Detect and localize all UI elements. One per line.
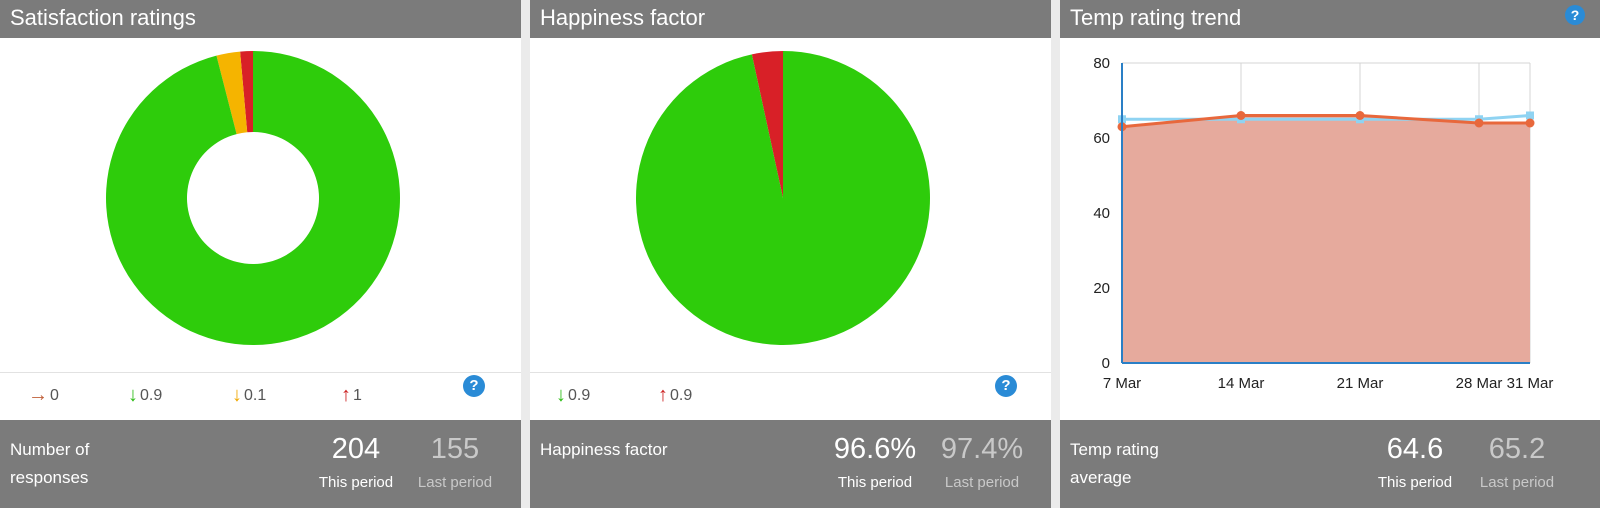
x-tick-label: 14 Mar [1218, 375, 1265, 392]
legend-item-red: ↑ 1 [341, 385, 362, 406]
up-arrow-icon: ↑ [341, 384, 351, 406]
up-arrow-icon: ↑ [658, 384, 668, 406]
happiness-chart-area [530, 38, 1051, 372]
series-point-circle [1236, 111, 1246, 120]
last-period-label: Last period [417, 474, 493, 491]
responses-label: Number of responses [10, 440, 90, 487]
happiness-footer-label: Happiness factor [540, 440, 668, 459]
legend-value: 1 [353, 387, 362, 404]
y-tick-label: 80 [1093, 55, 1110, 72]
legend-value: 0.9 [568, 387, 591, 404]
down-arrow-icon: ↓ [128, 384, 138, 406]
legend-value: 0.9 [140, 387, 163, 404]
x-tick-label: 21 Mar [1337, 375, 1384, 392]
help-icon[interactable]: ? [995, 375, 1017, 397]
legend-value: 0 [50, 387, 59, 404]
happiness-current-value: 96.6% [833, 433, 917, 465]
temp-current-value: 64.6 [1386, 433, 1444, 465]
pie-slice-amber [216, 51, 248, 135]
last-period-label: Last period [944, 474, 1020, 491]
x-tick-label: 7 Mar [1103, 375, 1141, 392]
satisfaction-header: Satisfaction ratings [0, 0, 521, 38]
help-icon[interactable]: ? [1565, 5, 1585, 25]
temp-footer-label: Temp rating average [1070, 440, 1159, 487]
responses-previous-value: 155 [430, 433, 480, 465]
legend-item-amber: ↓ 0.1 [232, 385, 266, 406]
pie-slice-red [751, 51, 783, 198]
happiness-panel: Happiness factor ↓ 0.9 ↑ 0.9 ? Happiness f… [530, 0, 1051, 508]
this-period-label: This period [837, 474, 913, 491]
legend-item-green: ↓ 0.9 [128, 385, 162, 406]
series-point-circle [1525, 118, 1535, 128]
y-tick-label: 40 [1093, 205, 1110, 222]
series-point-circle [1355, 111, 1365, 120]
series-area-fill [1122, 115, 1530, 363]
temp-area-chart: 0 20 40 60 80 7 Mar 14 Mar 21 Mar 28 Mar 31 Mar [1093, 55, 1554, 392]
legend-value: 0.1 [244, 387, 267, 404]
happiness-footer: Happiness factor 96.6% This period 97.4%… [530, 420, 1051, 508]
series-point-circle [1474, 118, 1484, 128]
happiness-pie-chart [636, 51, 930, 346]
satisfaction-donut-chart [105, 51, 400, 345]
legend-item-green: ↓ 0.9 [556, 385, 590, 406]
series-point-square [1526, 111, 1534, 120]
satisfaction-legend: → 0 ↓ 0.9 ↓ 0.1 ↑ 1 ? [0, 372, 521, 421]
down-arrow-icon: ↓ [556, 384, 566, 406]
temp-panel: Temp rating trend ? 0 20 40 60 80 7 Mar 14 Mar… [1060, 0, 1600, 508]
satisfaction-chart-area [0, 38, 521, 372]
x-tick-label: 31 Mar [1507, 375, 1554, 392]
legend-item-neutral: → 0 [28, 385, 59, 406]
legend-item-red: ↑ 0.9 [658, 385, 692, 406]
happiness-title: Happiness factor [540, 5, 706, 30]
temp-chart-area: 0 20 40 60 80 7 Mar 14 Mar 21 Mar 28 Mar 31 Mar [1060, 38, 1600, 420]
y-tick-label: 20 [1093, 280, 1110, 297]
down-arrow-icon: ↓ [232, 384, 242, 406]
pie-slice-green [105, 51, 400, 345]
pie-slice-green [636, 51, 930, 346]
y-tick-label: 0 [1102, 355, 1110, 372]
help-icon[interactable]: ? [463, 375, 485, 397]
legend-value: 0.9 [670, 387, 693, 404]
y-tick-label: 60 [1093, 130, 1110, 147]
this-period-label: This period [318, 474, 394, 491]
temp-header: Temp rating trend ? [1060, 0, 1600, 38]
pie-slice-red [240, 51, 253, 133]
satisfaction-footer: Number of responses 204 This period 155 … [0, 420, 521, 508]
temp-footer: Temp rating average 64.6 This period 65.… [1060, 420, 1600, 508]
happiness-header: Happiness factor [530, 0, 1051, 38]
satisfaction-panel: Satisfaction ratings → 0 ↓ 0.9 ↓ 0.1 ↑ 1 ? N… [0, 0, 521, 508]
satisfaction-title: Satisfaction ratings [10, 5, 196, 30]
temp-previous-value: 65.2 [1488, 433, 1546, 465]
responses-current-value: 204 [331, 433, 381, 465]
happiness-previous-value: 97.4% [940, 433, 1024, 465]
temp-title: Temp rating trend [1070, 5, 1242, 30]
right-arrow-icon: → [28, 384, 48, 406]
last-period-label: Last period [1479, 474, 1555, 491]
this-period-label: This period [1377, 474, 1453, 491]
x-tick-label: 28 Mar [1456, 375, 1503, 392]
happiness-legend: ↓ 0.9 ↑ 0.9 ? [530, 372, 1051, 421]
